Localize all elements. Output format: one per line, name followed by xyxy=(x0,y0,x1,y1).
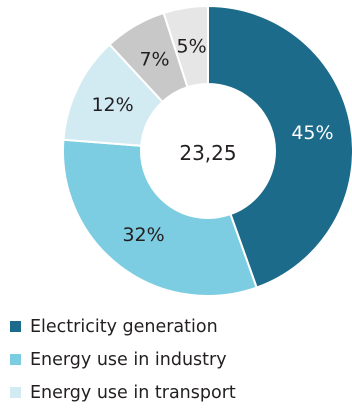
legend-item-1: Electricity generation xyxy=(10,310,236,343)
legend-swatch-2 xyxy=(10,354,21,365)
legend-item-3: Energy use in transport xyxy=(10,376,236,409)
center-total-label: 23,25 xyxy=(179,141,236,165)
donut-slice-label-4: 7% xyxy=(139,48,169,70)
donut-chart-svg: 45% 32% 12% 7% 5% 23,25 xyxy=(62,4,352,297)
donut-slice-label-3: 12% xyxy=(91,94,133,116)
legend-label-3: Energy use in transport xyxy=(30,382,236,403)
donut-slice-5 xyxy=(162,4,209,89)
legend-label-1: Electricity generation xyxy=(30,316,218,337)
legend-item-2: Energy use in industry xyxy=(10,343,236,376)
donut-slice-label-2: 32% xyxy=(122,224,164,246)
legend-swatch-1 xyxy=(10,321,21,332)
legend-swatch-3 xyxy=(10,387,21,398)
donut-slice-1 xyxy=(207,4,352,289)
donut-slice-label-1: 45% xyxy=(291,122,333,144)
legend-label-2: Energy use in industry xyxy=(30,349,227,370)
donut-slice-2 xyxy=(62,138,258,297)
chart-legend: Electricity generation Energy use in indu… xyxy=(10,310,236,409)
donut-slice-label-5: 5% xyxy=(177,35,207,57)
